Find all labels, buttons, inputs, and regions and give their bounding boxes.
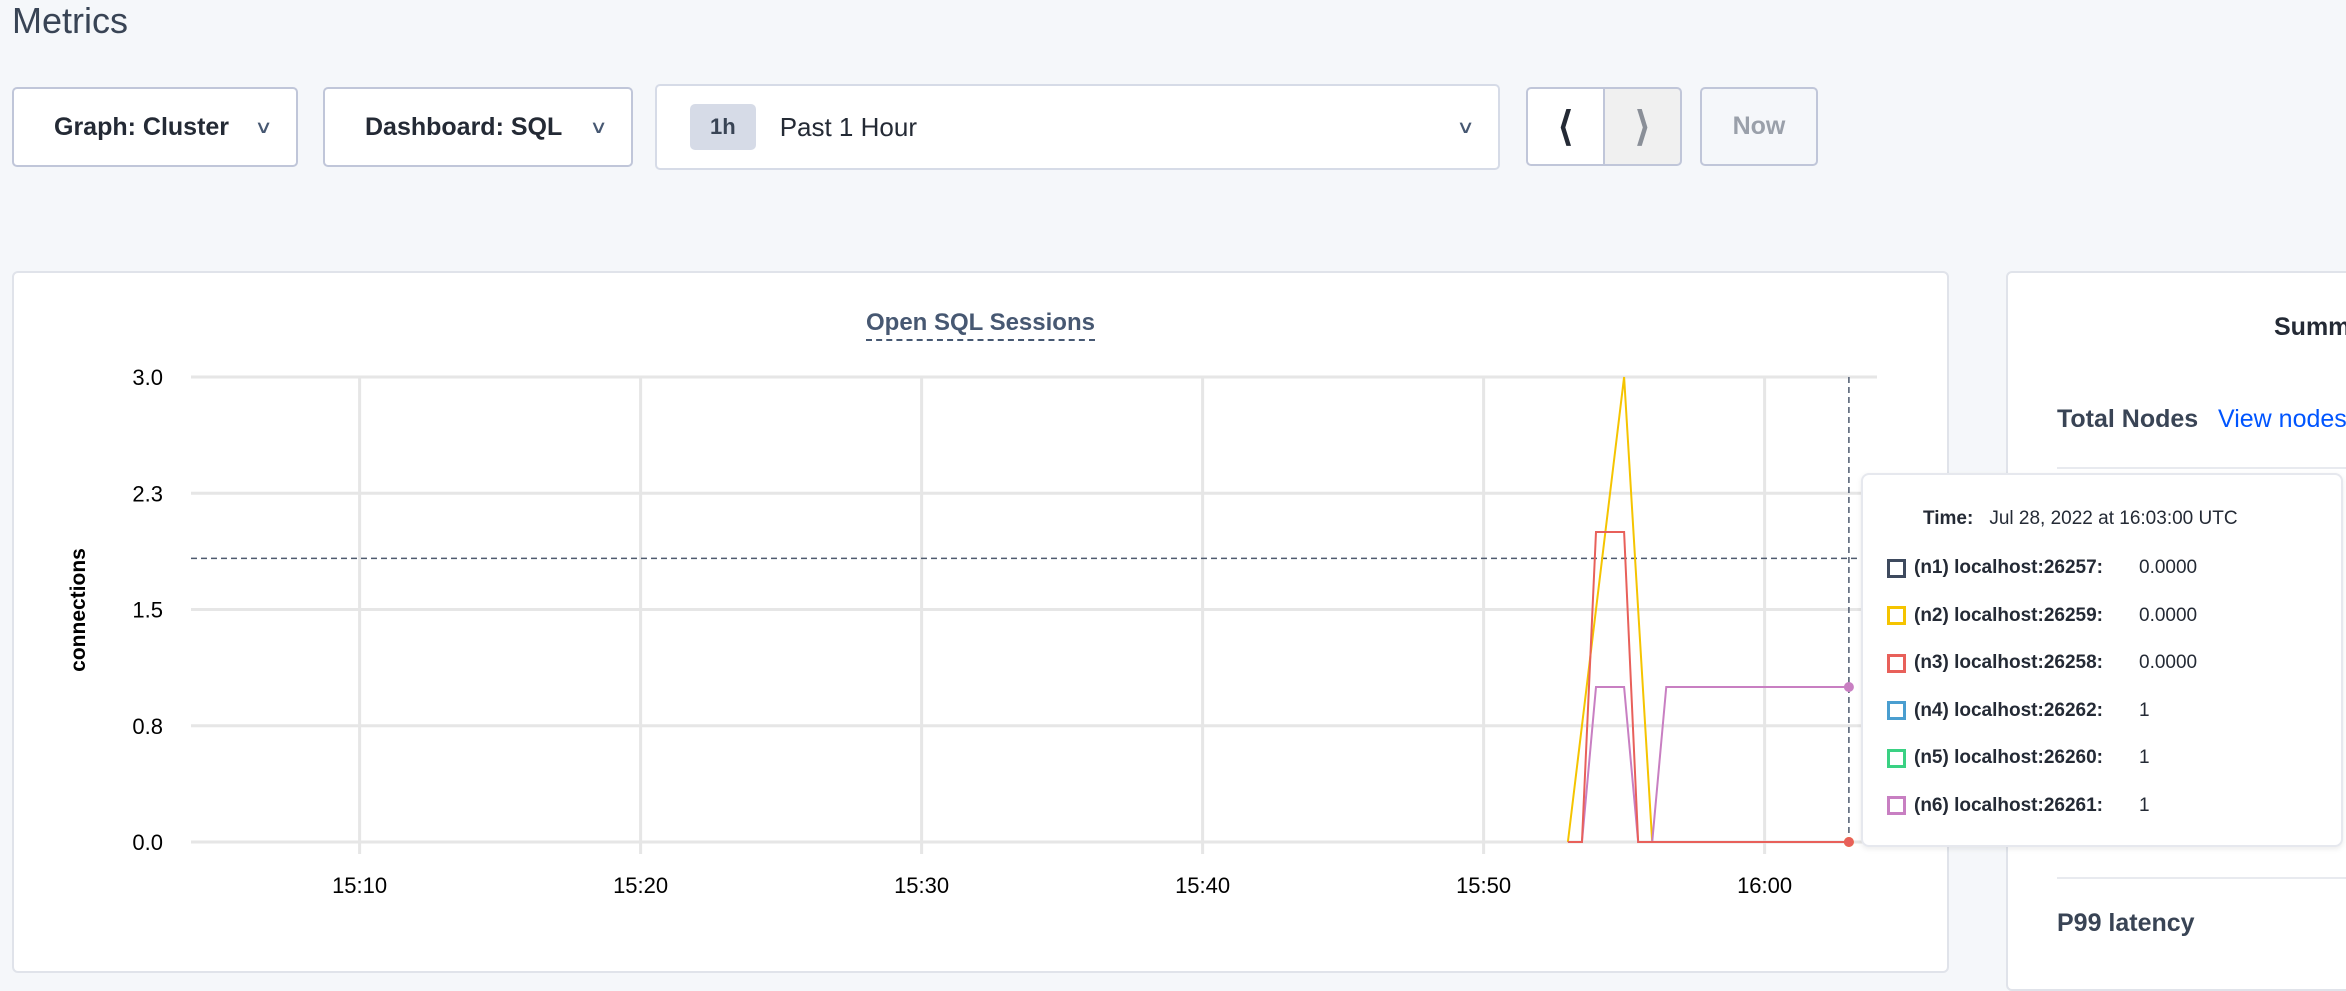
tooltip-time-value: Jul 28, 2022 at 16:03:00 UTC	[1989, 508, 2238, 529]
graph-select-label: Graph: Cluster	[54, 112, 230, 141]
dashboard-select-label: Dashboard: SQL	[365, 112, 563, 141]
y-tick-label: 3.0	[132, 365, 163, 390]
tooltip-row: (n1) localhost:26257: 0.0000	[1887, 557, 2197, 579]
total-nodes-label: Total Nodes	[2057, 405, 2199, 433]
series-swatch-icon	[1887, 606, 1906, 625]
graph-select[interactable]: Graph: Cluster ∨	[12, 87, 298, 167]
dashboard-select[interactable]: Dashboard: SQL ∨	[323, 87, 633, 167]
hover-point	[1843, 682, 1854, 692]
y-axis-label: connections	[67, 548, 90, 672]
series-swatch-icon	[1887, 796, 1906, 815]
view-nodes-link[interactable]: View nodes	[2218, 405, 2346, 433]
tooltip-time: Time: Jul 28, 2022 at 16:03:00 UTC	[1923, 508, 2238, 530]
tooltip-series-name: (n2) localhost:26259:	[1914, 604, 2103, 626]
tooltip-row: (n3) localhost:26258: 0.0000	[1887, 652, 2197, 674]
hover-point	[1843, 837, 1854, 847]
now-button[interactable]: Now	[1700, 87, 1818, 166]
divider	[2057, 467, 2346, 469]
chevron-down-icon: ∨	[589, 116, 608, 137]
y-tick-label: 1.5	[132, 598, 163, 623]
tooltip-series-value: 0.0000	[2139, 604, 2198, 626]
chart-tooltip: Time: Jul 28, 2022 at 16:03:00 UTC (n1) …	[1861, 473, 2343, 847]
tooltip-time-label: Time:	[1923, 508, 1974, 529]
tooltip-series-name: (n5) localhost:26260:	[1914, 747, 2103, 768]
tooltip-series-name: (n3) localhost:26258:	[1914, 652, 2103, 673]
x-tick-label: 15:50	[1456, 873, 1511, 898]
next-time-button[interactable]: ⟩	[1603, 87, 1682, 166]
series-line	[1567, 531, 1849, 843]
chart-card	[12, 271, 1949, 973]
x-tick-label: 15:30	[894, 873, 949, 898]
series-swatch-icon	[1887, 558, 1906, 578]
page-title: Metrics	[12, 0, 128, 41]
y-tick-label: 0.0	[132, 830, 163, 855]
chevron-down-icon: ∨	[254, 116, 273, 137]
previous-time-button[interactable]: ⟨	[1526, 87, 1605, 166]
chart-title[interactable]: Open SQL Sessions	[866, 309, 1095, 341]
tooltip-row: (n6) localhost:26261: 1	[1887, 795, 2150, 817]
x-tick-label: 15:20	[613, 873, 668, 898]
x-tick-label: 15:40	[1175, 873, 1230, 898]
series-swatch-icon	[1887, 653, 1906, 673]
time-range-select[interactable]: 1h Past 1 Hour ∨	[655, 84, 1500, 170]
series-line	[1567, 686, 1849, 843]
tooltip-row: (n2) localhost:26259: 0.0000	[1887, 605, 2197, 627]
x-tick-label: 15:10	[332, 873, 387, 898]
summary-title: Summ	[2274, 313, 2346, 341]
tooltip-series-name: (n6) localhost:26261:	[1914, 794, 2103, 816]
chevron-left-icon: ⟨	[1557, 104, 1574, 149]
tooltip-series-value: 1	[2139, 794, 2150, 816]
tooltip-series-name: (n4) localhost:26262:	[1914, 699, 2103, 721]
tooltip-series-value: 0.0000	[2139, 557, 2198, 578]
chevron-right-icon: ⟩	[1634, 104, 1651, 149]
tooltip-series-name: (n1) localhost:26257:	[1914, 557, 2103, 578]
tooltip-row: (n4) localhost:26262: 1	[1887, 700, 2150, 722]
time-range-label: Past 1 Hour	[779, 111, 917, 142]
series-swatch-icon	[1887, 748, 1906, 768]
time-range-badge: 1h	[690, 104, 756, 150]
series-swatch-icon	[1887, 701, 1906, 720]
tooltip-series-value: 1	[2139, 699, 2150, 721]
tooltip-series-value: 1	[2139, 747, 2150, 768]
chevron-down-icon: ∨	[1456, 116, 1475, 137]
tooltip-row: (n5) localhost:26260: 1	[1887, 747, 2150, 769]
p99-latency-label: P99 latency	[2057, 909, 2195, 937]
y-tick-label: 0.8	[132, 714, 163, 739]
tooltip-series-value: 0.0000	[2139, 652, 2198, 673]
y-tick-label: 2.3	[132, 481, 163, 506]
x-tick-label: 16:00	[1737, 873, 1792, 898]
divider	[2057, 877, 2346, 879]
